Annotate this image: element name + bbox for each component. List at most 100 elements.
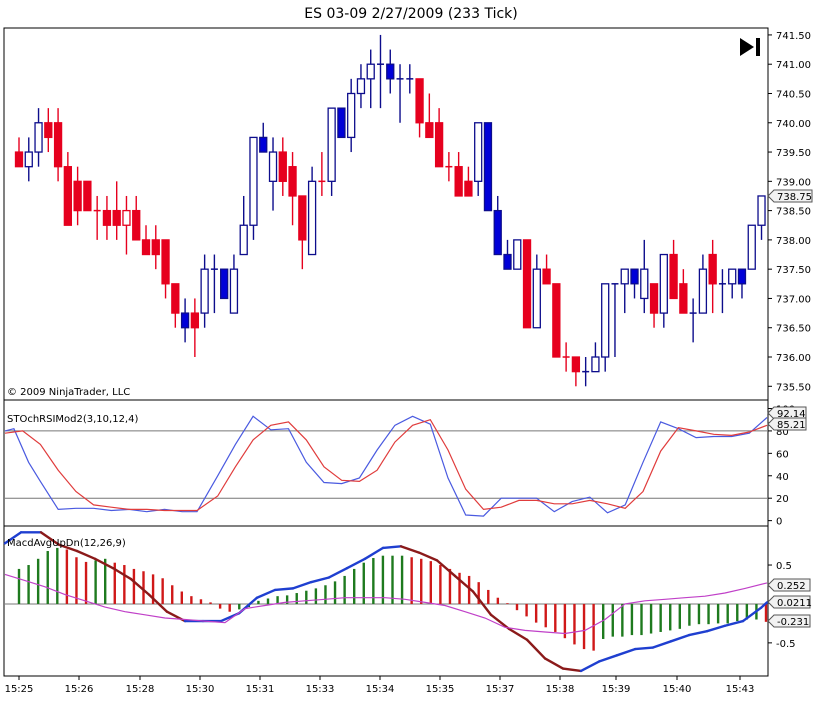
time-tick-label: 15:35 [426,684,455,695]
candle-body [44,122,53,139]
candle [347,78,356,153]
stoch-tick-label: 20 [776,494,789,505]
candle-body [268,151,278,182]
candle [122,195,131,255]
macd-title: MacdAvgUpDn(12,26,9) [7,538,126,549]
candle [220,268,229,300]
candle [620,268,629,314]
time-tick-label: 15:38 [546,684,575,695]
price-candles [14,34,766,387]
candle [679,269,688,314]
macd-line-segment [759,601,769,610]
macd-line-segment [687,629,709,637]
price-tick-label: 736.50 [776,324,811,335]
candle-body [102,209,112,226]
stoch-line-k [4,415,768,517]
candle [151,225,160,270]
candle-body [337,107,346,139]
macd-line-segment [57,543,79,553]
price-tick-label: 737.00 [776,294,811,305]
macd-line-segment [327,566,349,579]
candle [415,78,424,138]
macd-line-segment [129,577,151,596]
candle-body [454,166,463,197]
candle-body [132,209,141,241]
candle-body [190,312,200,329]
candle [210,254,218,314]
macd-value-label: 0.252 [777,581,806,592]
time-tick-label: 15:25 [5,684,34,695]
macd-line-segment [579,660,601,673]
macd-value-tag [767,578,811,592]
candle [474,122,483,196]
price-tick-label: 741.50 [776,31,811,42]
macd-line-segment [435,559,457,578]
macd-line-segment [669,633,691,643]
candle [278,137,287,196]
macd-line-segment [3,531,23,545]
stoch-tick-label: 0 [776,517,782,528]
candle-body [171,283,180,314]
stoch-lines [4,415,768,517]
candle-body [249,136,258,226]
time-tick-label: 15:37 [486,684,515,695]
macd-line-segment [723,619,745,627]
end-bar-icon [756,38,760,56]
candle-body [679,283,688,314]
candle [34,108,43,167]
macd-line-segment [417,551,439,562]
candle-body [728,268,737,285]
candle-body [200,268,209,314]
candle-body [503,253,512,270]
candle-body [649,283,659,314]
candle [445,152,453,182]
candle-body [708,253,717,285]
candle [229,254,239,314]
candle [180,298,190,343]
macd-line-segment [273,587,295,592]
candle [307,166,317,256]
time-tick-label: 15:33 [306,684,335,695]
candle-body [83,180,92,212]
last-price-tag [767,189,813,203]
stoch-value-label: 85.21 [777,420,806,431]
candle-body [483,122,493,212]
candle-body [229,268,239,314]
price-tick-label: 737.50 [776,265,811,276]
candle [288,152,297,226]
time-tick-label: 15:26 [65,684,94,695]
macd-axis: -0.5 0.5 0.252 0.0211 -0.231 [767,561,812,650]
macd-line-segment [345,557,367,570]
candle [582,357,590,387]
candle [464,166,473,197]
stoch-grid [5,430,767,499]
candle [161,239,170,299]
candle [689,298,697,343]
candle [434,108,444,168]
candle [386,49,395,94]
candle [298,195,307,270]
macd-tick-label: -0.5 [776,639,796,650]
time-tick-label: 15:30 [186,684,215,695]
candle [532,254,541,329]
macd-line-segment [381,545,403,550]
candle [63,152,72,226]
candle [200,254,209,328]
candle [44,108,53,153]
candle [14,137,24,168]
candle [171,283,180,328]
candle-body [24,151,33,168]
macd-lines [3,531,769,673]
time-axis: 15:25 15:26 15:28 15:30 15:31 15:33 15:34 15:35… [5,676,754,695]
candle [640,239,649,314]
macd-panel-frame [3,525,769,677]
candle [102,195,112,240]
stoch-tick-label: 40 [776,472,789,483]
candle-body [640,268,649,300]
candle-body [591,356,600,373]
go-to-end-button[interactable] [734,36,764,58]
candle [249,136,258,240]
candle-body [532,268,541,329]
